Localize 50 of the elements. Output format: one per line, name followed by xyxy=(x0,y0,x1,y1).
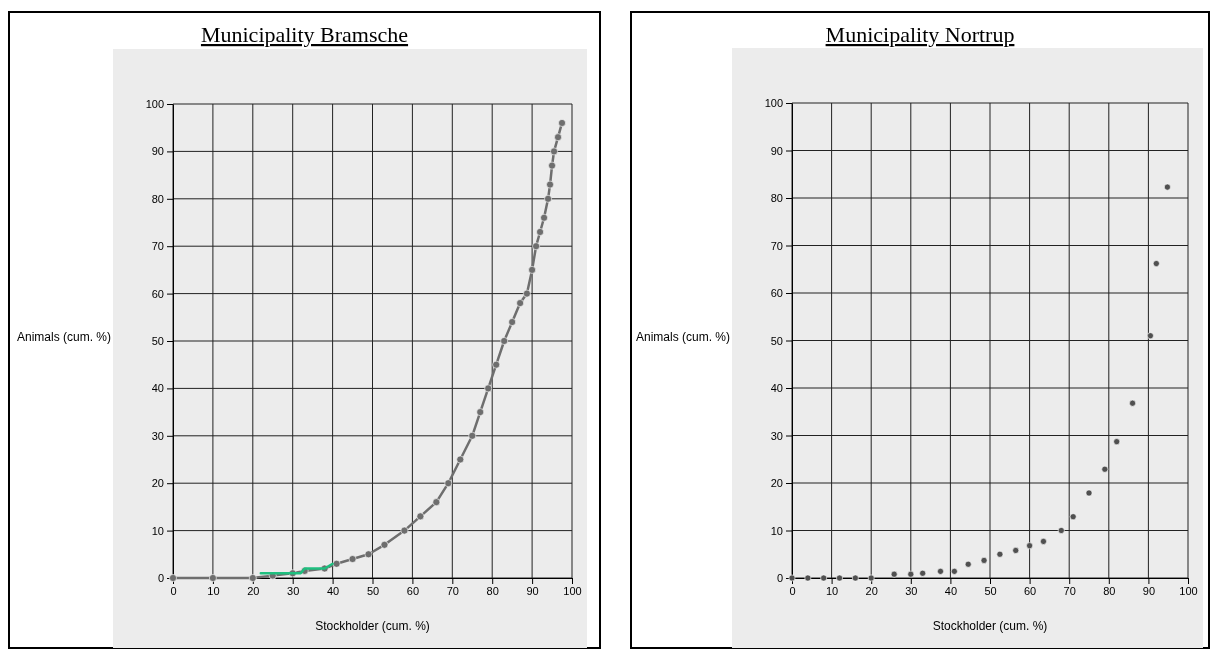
chart-title: Municipality Nortrup xyxy=(825,22,1015,47)
x-tick-label: 10 xyxy=(825,584,839,597)
y-tick-label: 30 xyxy=(151,429,164,442)
y-tick-label: 80 xyxy=(151,192,164,205)
x-tick-label: 20 xyxy=(247,584,260,597)
y-tick-label: 40 xyxy=(770,382,783,395)
x-tick-label: 100 xyxy=(563,584,582,597)
x-tick-label: 70 xyxy=(446,584,459,597)
x-tick-label: 0 xyxy=(170,584,177,597)
x-tick-label: 60 xyxy=(1023,584,1037,597)
x-tick-label: 0 xyxy=(789,584,796,597)
y-tick-label: 10 xyxy=(770,524,783,537)
y-tick-label: 100 xyxy=(145,98,164,111)
x-tick-label: 30 xyxy=(287,584,300,597)
x-tick-label: 90 xyxy=(1142,584,1156,597)
x-tick-label: 60 xyxy=(406,584,420,597)
x-tick-label: 30 xyxy=(905,584,918,597)
x-tick-label: 70 xyxy=(1063,584,1076,597)
x-tick-label: 90 xyxy=(526,584,539,597)
y-tick-label: 30 xyxy=(770,429,783,442)
y-tick-label: 90 xyxy=(770,144,783,157)
y-tick-label: 50 xyxy=(770,334,783,347)
chart-title: Municipality Bramsche xyxy=(200,22,409,47)
y-tick-label: 70 xyxy=(151,240,164,253)
x-tick-label: 20 xyxy=(865,584,878,597)
y-tick-label: 80 xyxy=(770,192,783,205)
y-tick-label: 0 xyxy=(776,572,783,585)
x-tick-label: 10 xyxy=(207,584,220,597)
y-tick-label: 10 xyxy=(151,524,164,537)
y-tick-label: 0 xyxy=(157,572,164,585)
y-tick-label: 70 xyxy=(770,239,783,252)
x-tick-label: 80 xyxy=(1103,584,1116,597)
y-tick-label: 90 xyxy=(151,145,164,158)
x-tick-label: 40 xyxy=(326,584,340,597)
x-axis-title: Stockholder (cum. %) xyxy=(932,619,1048,633)
y-tick-label: 60 xyxy=(770,287,783,300)
x-tick-label: 50 xyxy=(984,584,997,597)
x-axis-title: Stockholder (cum. %) xyxy=(315,619,430,633)
y-tick-label: 20 xyxy=(770,477,783,490)
y-tick-label: 50 xyxy=(151,335,164,348)
y-axis-title: Animals (cum. %) xyxy=(635,329,730,344)
y-tick-label: 100 xyxy=(764,97,783,110)
x-tick-label: 40 xyxy=(944,584,958,597)
y-tick-label: 60 xyxy=(151,287,164,300)
x-tick-label: 100 xyxy=(1179,584,1198,597)
x-tick-label: 80 xyxy=(486,584,499,597)
y-tick-label: 20 xyxy=(151,477,164,490)
x-tick-label: 50 xyxy=(366,584,380,597)
y-axis-title: Animals (cum. %) xyxy=(16,330,111,344)
y-tick-label: 40 xyxy=(151,382,164,395)
